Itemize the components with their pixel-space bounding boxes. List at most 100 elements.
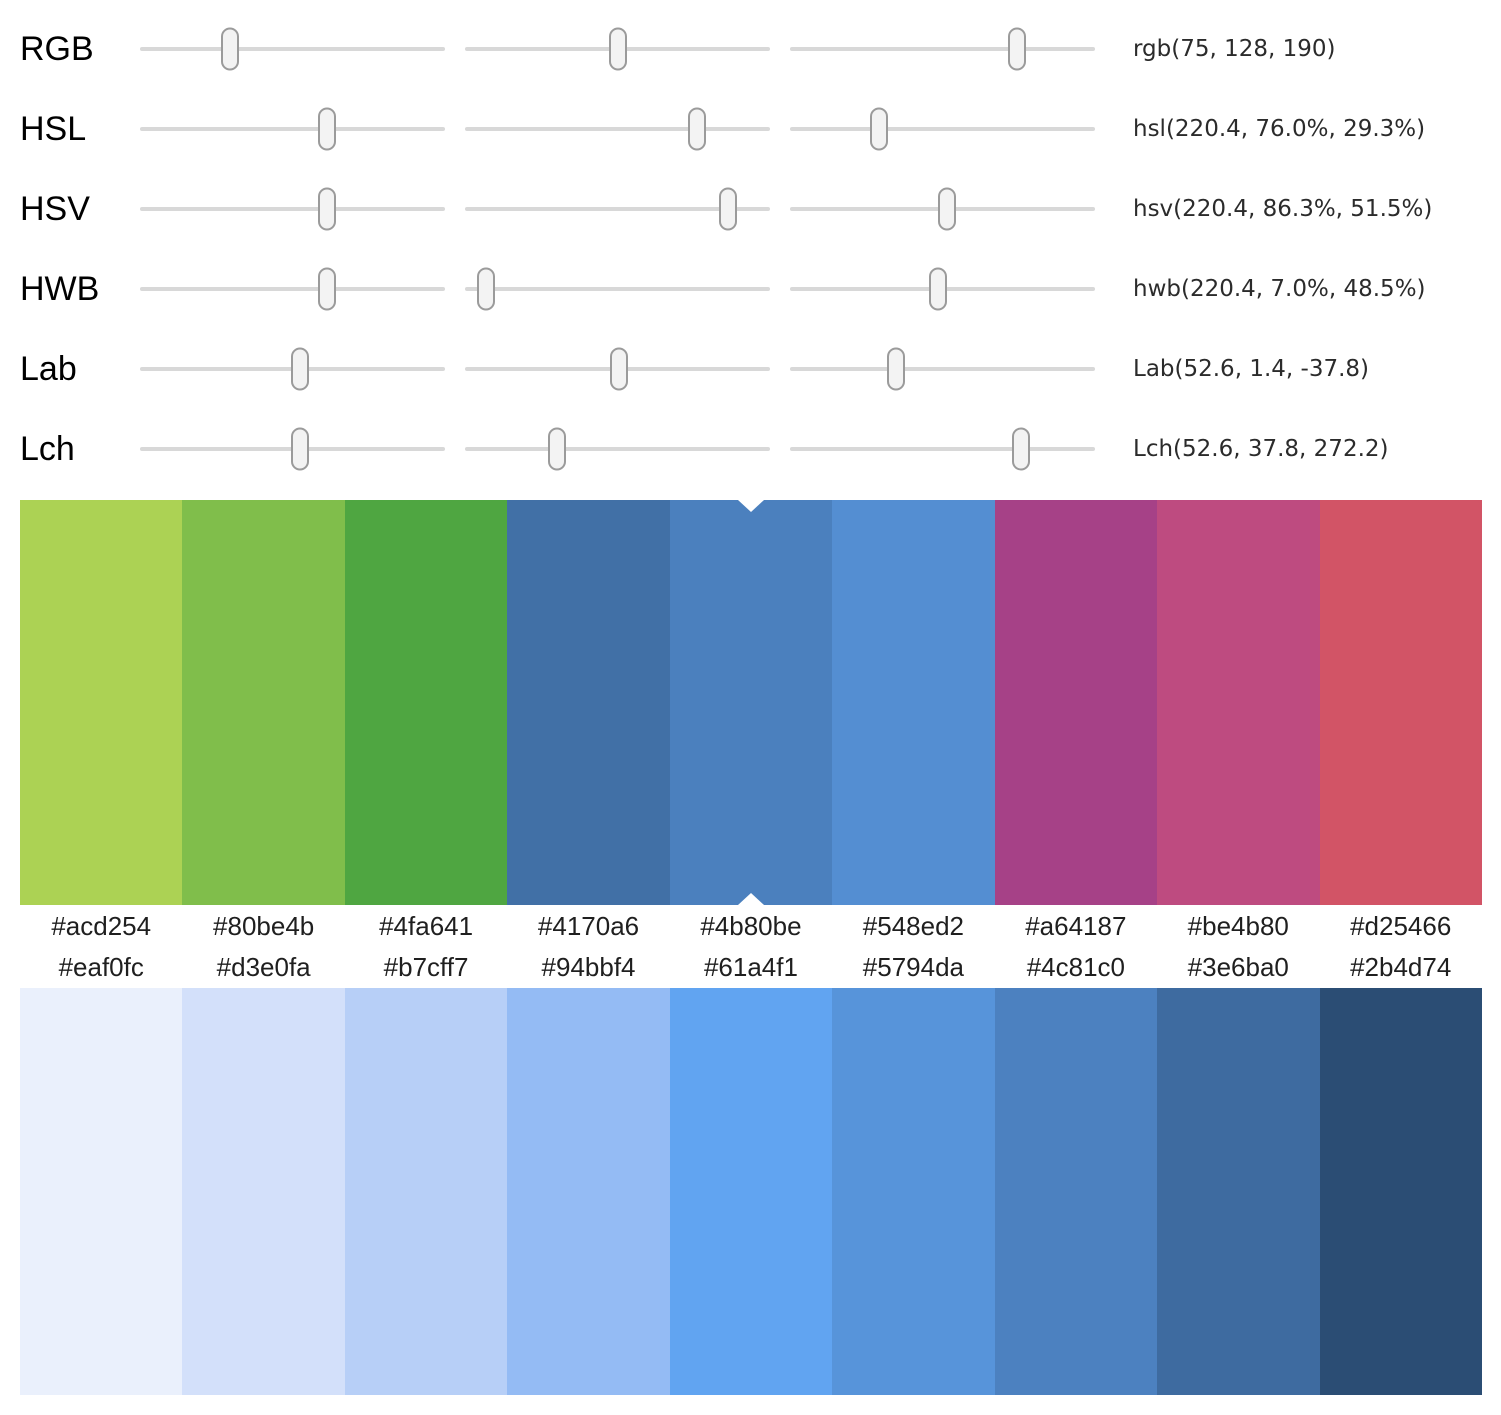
color-swatch[interactable] — [994, 500, 1158, 905]
slider-thumb[interactable] — [1011, 427, 1030, 471]
selected-swatch-caret-bottom-icon — [738, 893, 764, 905]
hex-label: #a64187 — [1025, 910, 1127, 941]
slider-row-lch: Lch Lch(52.6, 37.8, 272.2) — [20, 409, 1501, 489]
hex-label: #2b4d74 — [1350, 952, 1452, 982]
slider-thumb[interactable] — [548, 427, 567, 471]
slider-value-readout: hsl(220.4, 76.0%, 29.3%) — [1133, 116, 1426, 142]
slider-track[interactable] — [465, 265, 770, 313]
color-swatch[interactable] — [507, 988, 670, 1395]
color-swatch[interactable] — [20, 988, 183, 1395]
slider-row-hsv: HSV hsv(220.4, 86.3%, 51.5%) — [20, 169, 1501, 249]
slider-thumb[interactable] — [610, 347, 629, 391]
slider-value-readout: Lch(52.6, 37.8, 272.2) — [1133, 436, 1389, 462]
slider-track[interactable] — [790, 105, 1095, 153]
slider-panel: RGB rgb(75, 128, 190) HSL hsl(220.4, 76.… — [0, 0, 1501, 489]
slider-thumb[interactable] — [938, 187, 957, 231]
hex-label: #4170a6 — [537, 910, 640, 941]
slider-row-hsl: HSL hsl(220.4, 76.0%, 29.3%) — [20, 89, 1501, 169]
slider-value-readout: hsv(220.4, 86.3%, 51.5%) — [1133, 196, 1433, 222]
slider-value-readout: hwb(220.4, 7.0%, 48.5%) — [1133, 276, 1426, 302]
slider-track-line — [465, 447, 770, 451]
slider-track-line — [140, 207, 445, 211]
slider-row-label: Lab — [20, 349, 77, 388]
slider-thumb[interactable] — [1008, 27, 1027, 71]
slider-thumb[interactable] — [870, 107, 889, 151]
slider-row-label: HWB — [20, 269, 100, 308]
slider-row-label: Lch — [20, 429, 75, 468]
slider-track[interactable] — [140, 425, 445, 473]
slider-thumb[interactable] — [220, 27, 239, 71]
hex-label: #80be4b — [213, 910, 315, 941]
slider-track-line — [790, 127, 1095, 131]
hex-label: #d3e0fa — [216, 952, 311, 982]
slider-track[interactable] — [465, 425, 770, 473]
slider-track-line — [790, 367, 1095, 371]
hue-hex-label-row: #acd254 #80be4b #4fa641 #4170a6 #4b80be … — [20, 905, 1482, 947]
hex-label: #4c81c0 — [1026, 952, 1125, 982]
color-swatch[interactable] — [507, 500, 670, 905]
hue-palette — [20, 500, 1482, 905]
slider-track[interactable] — [790, 265, 1095, 313]
slider-track-line — [140, 287, 445, 291]
slider-track-line — [790, 47, 1095, 51]
color-swatch[interactable] — [832, 500, 995, 905]
slider-thumb[interactable] — [687, 107, 706, 151]
slider-row-rgb: RGB rgb(75, 128, 190) — [20, 9, 1501, 89]
slider-track[interactable] — [140, 25, 445, 73]
slider-track[interactable] — [790, 25, 1095, 73]
slider-track-line — [465, 207, 770, 211]
color-swatch[interactable] — [1319, 988, 1482, 1395]
slider-track[interactable] — [790, 345, 1095, 393]
hex-label: #94bbf4 — [541, 952, 636, 982]
slider-track[interactable] — [790, 425, 1095, 473]
slider-track-line — [465, 287, 770, 291]
color-swatch[interactable] — [344, 500, 508, 905]
slider-track[interactable] — [140, 185, 445, 233]
slider-value-readout: rgb(75, 128, 190) — [1133, 36, 1336, 62]
slider-track[interactable] — [140, 345, 445, 393]
color-swatch[interactable] — [182, 500, 345, 905]
hex-label: #d25466 — [1350, 910, 1452, 941]
slider-thumb[interactable] — [291, 427, 310, 471]
color-swatch[interactable] — [1157, 500, 1320, 905]
color-swatch[interactable] — [1319, 500, 1482, 905]
hex-label: #be4b80 — [1187, 910, 1289, 941]
slider-track-line — [140, 47, 445, 51]
slider-row-label: RGB — [20, 29, 94, 68]
color-swatch[interactable] — [669, 500, 833, 905]
color-swatch[interactable] — [20, 500, 183, 905]
slider-track[interactable] — [465, 25, 770, 73]
shade-palette — [20, 988, 1482, 1395]
color-swatch[interactable] — [182, 988, 345, 1395]
slider-thumb[interactable] — [317, 267, 336, 311]
slider-thumb[interactable] — [317, 187, 336, 231]
slider-thumb[interactable] — [887, 347, 906, 391]
slider-track[interactable] — [140, 105, 445, 153]
hex-label: #3e6ba0 — [1187, 952, 1289, 982]
slider-thumb[interactable] — [928, 267, 947, 311]
slider-thumb[interactable] — [609, 27, 628, 71]
color-swatch[interactable] — [669, 988, 833, 1395]
hex-label: #acd254 — [51, 910, 152, 941]
slider-row-hwb: HWB hwb(220.4, 7.0%, 48.5%) — [20, 249, 1501, 329]
hex-label: #548ed2 — [862, 910, 965, 941]
shade-hex-label-row: #eaf0fc #d3e0fa #b7cff7 #94bbf4 #61a4f1 … — [20, 947, 1482, 988]
selected-swatch-caret-top-icon — [738, 500, 764, 512]
color-swatch[interactable] — [344, 988, 508, 1395]
slider-track[interactable] — [790, 185, 1095, 233]
slider-thumb[interactable] — [291, 347, 310, 391]
slider-track[interactable] — [140, 265, 445, 313]
color-swatch[interactable] — [1157, 988, 1320, 1395]
slider-track[interactable] — [465, 105, 770, 153]
slider-thumb[interactable] — [477, 267, 496, 311]
slider-track-line — [465, 127, 770, 131]
slider-track[interactable] — [465, 185, 770, 233]
slider-track[interactable] — [465, 345, 770, 393]
hex-label: #eaf0fc — [58, 952, 144, 982]
slider-thumb[interactable] — [317, 107, 336, 151]
slider-row-lab: Lab Lab(52.6, 1.4, -37.8) — [20, 329, 1501, 409]
slider-thumb[interactable] — [719, 187, 738, 231]
color-swatch[interactable] — [994, 988, 1158, 1395]
slider-row-label: HSL — [20, 109, 87, 148]
color-swatch[interactable] — [832, 988, 995, 1395]
